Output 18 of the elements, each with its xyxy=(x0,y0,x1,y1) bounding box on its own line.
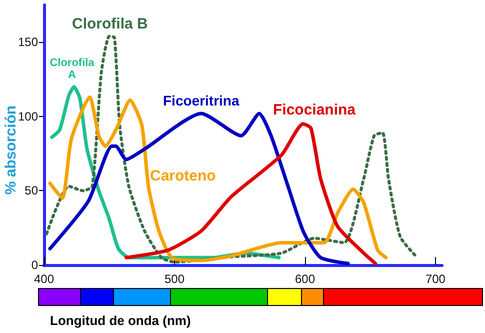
y-tick-label: 100 xyxy=(18,109,38,124)
y-tick-label: 50 xyxy=(24,184,38,198)
x-tick-label: 400 xyxy=(34,272,54,286)
line-series xyxy=(124,122,378,266)
series-label: Ficoeritrina xyxy=(163,92,240,108)
y-tick-label: 0 xyxy=(31,258,38,272)
series-label: Ficocianina xyxy=(273,102,356,118)
x-tick-label: 600 xyxy=(294,272,316,286)
x-tick-label: 700 xyxy=(425,272,446,286)
x-axis-title: Longitud de onda (nm) xyxy=(50,313,191,328)
y-tick-label: 150 xyxy=(18,35,38,50)
x-tick-label: 500 xyxy=(164,272,185,286)
series-label: Clorofila A xyxy=(50,57,96,81)
line-series xyxy=(48,95,388,262)
series-label: Caroteno xyxy=(150,168,216,184)
y-axis-title: % absorción xyxy=(2,105,20,195)
line-series xyxy=(45,34,419,264)
series-label: Clorofila B xyxy=(72,16,148,32)
